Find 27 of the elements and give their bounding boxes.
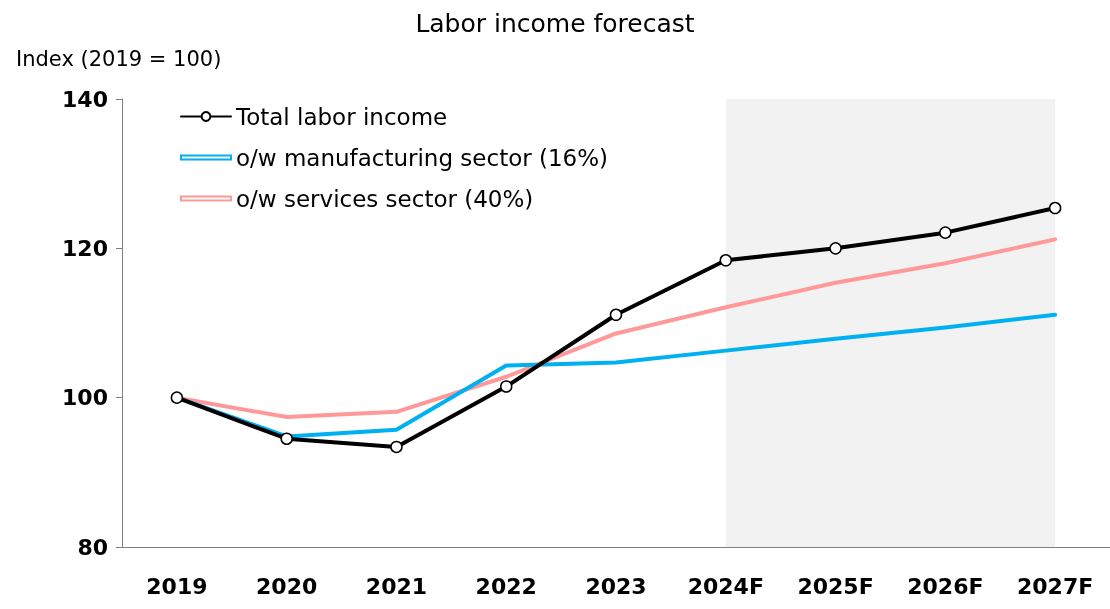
point — [1048, 201, 1062, 215]
point — [390, 440, 403, 454]
point — [499, 380, 513, 393]
x-tick-label: 2022 — [475, 573, 537, 599]
y-axis-title: Index (2019 = 100) — [16, 46, 222, 71]
x-tick-label: 2023 — [585, 573, 647, 599]
x-tick-label: 2019 — [146, 573, 208, 599]
point — [939, 226, 952, 239]
point — [609, 308, 623, 322]
y-tick-label: 80 — [77, 534, 108, 560]
point — [170, 391, 184, 404]
point — [719, 254, 733, 267]
x-tick-label: 2026F — [907, 573, 984, 599]
y-tick-label: 120 — [62, 235, 108, 261]
y-tick-label: 100 — [62, 385, 108, 411]
legend-label: Total labor income — [235, 103, 448, 130]
x-tick-label: 2021 — [365, 573, 428, 599]
legend-label: o/w manufacturing sector (16%) — [236, 144, 609, 171]
y-tick-label: 140 — [62, 86, 108, 112]
point — [280, 432, 293, 445]
x-tick-label: 2025F — [797, 573, 874, 599]
x-tick-label: 2027F — [1016, 573, 1094, 599]
chart-title: Labor income forecast — [415, 9, 695, 38]
point — [829, 242, 842, 255]
x-tick-label: 2024F — [687, 573, 764, 599]
legend-label: o/w services sector (40%) — [236, 185, 534, 212]
x-tick-label: 2020 — [256, 573, 318, 599]
